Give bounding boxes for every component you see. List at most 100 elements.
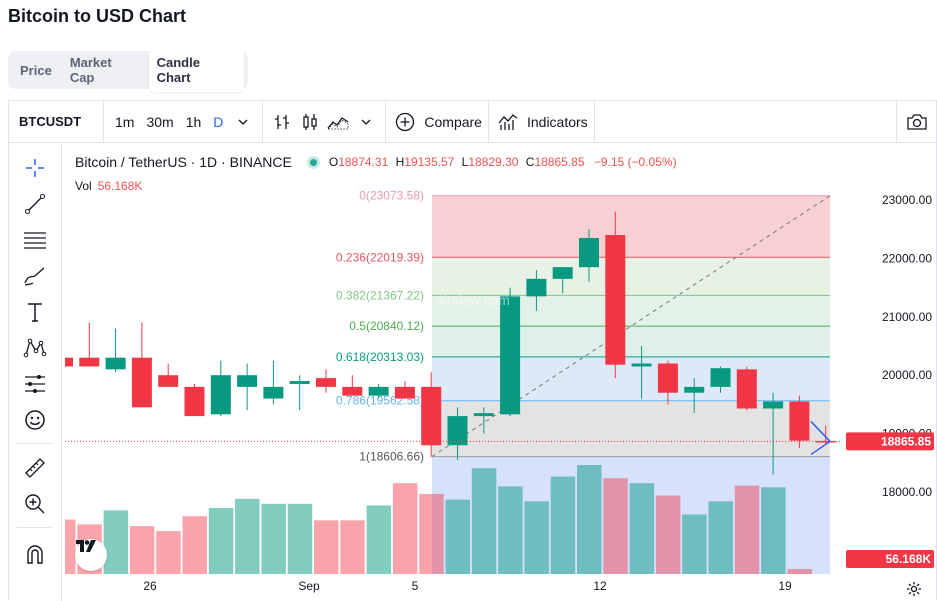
- volume-bar: [761, 487, 786, 574]
- interval-d[interactable]: D: [213, 113, 224, 130]
- magnet-icon[interactable]: [22, 541, 48, 567]
- candle-body: [657, 363, 678, 393]
- brush-icon[interactable]: [22, 263, 48, 289]
- candle-body: [79, 357, 100, 367]
- forecast-icon[interactable]: [22, 371, 48, 397]
- volume-legend: Vol 56.168K: [75, 179, 142, 193]
- pattern-icon[interactable]: [22, 335, 48, 361]
- interval-30m[interactable]: 30m: [146, 113, 174, 130]
- tradingview-widget: BTCUSDT 1m 30m 1h D: [8, 100, 937, 601]
- fib-zone: [432, 295, 830, 327]
- candles-icon[interactable]: [297, 109, 323, 135]
- legend-change: −9.15 (−0.05%): [593, 155, 677, 169]
- watermark: airalaw.com: [436, 292, 510, 308]
- fib-label: 0.5(20840.12): [349, 319, 424, 333]
- candle-body: [526, 278, 547, 297]
- indicators-label: Indicators: [526, 113, 588, 130]
- x-tick-label: 12: [593, 579, 607, 593]
- tool-divider: [17, 527, 53, 528]
- candle-body: [289, 381, 310, 384]
- compare-label: Compare: [424, 113, 482, 130]
- volume-bar: [471, 468, 497, 574]
- symbol-search[interactable]: BTCUSDT: [9, 100, 104, 143]
- fib-label: 0.236(22019.39): [336, 250, 424, 264]
- volume-bar: [366, 505, 392, 574]
- chart-type-tabs: Price Market Cap Candle Chart: [8, 48, 248, 92]
- candle-body: [500, 296, 521, 415]
- chart-legend: Bitcoin / TetherUS · 1D · BINANCE O18874…: [75, 154, 677, 170]
- volume-bar: [655, 495, 681, 574]
- fib-zone: [432, 400, 830, 457]
- tab-market-cap[interactable]: Market Cap: [69, 55, 112, 85]
- candle-body: [631, 363, 652, 367]
- zoom-in-icon[interactable]: [22, 491, 48, 517]
- volume-bar: [708, 501, 733, 574]
- volume-bar: [524, 501, 549, 574]
- candle-body: [763, 401, 784, 409]
- compare-button[interactable]: Compare: [386, 100, 489, 143]
- volume-bar: [603, 478, 628, 574]
- candle-body: [65, 357, 73, 367]
- ruler-icon[interactable]: [22, 455, 48, 481]
- text-icon[interactable]: [22, 299, 48, 325]
- legend-sep: ·: [186, 154, 200, 170]
- volume-bar: [577, 465, 602, 574]
- fib-icon[interactable]: [22, 227, 48, 253]
- settings-gear-icon[interactable]: [906, 581, 924, 599]
- emoji-icon[interactable]: [22, 407, 48, 433]
- last-price-badge: [846, 432, 934, 451]
- volume-bar: [129, 526, 155, 574]
- area-chart-icon[interactable]: [325, 109, 351, 135]
- last-volume-label: 56.168K: [886, 552, 932, 566]
- indicators-icon: [495, 109, 521, 135]
- chevron-down-icon[interactable]: [230, 109, 256, 135]
- volume-bar: [287, 503, 313, 574]
- fib-zone: [432, 195, 830, 258]
- indicators-button[interactable]: Indicators: [489, 100, 595, 143]
- interval-1m[interactable]: 1m: [115, 113, 135, 130]
- crosshair-icon[interactable]: [22, 155, 48, 181]
- candle-body: [789, 401, 810, 441]
- x-tick-label: 19: [778, 579, 792, 593]
- interval-group: 1m 30m 1h D: [104, 100, 264, 143]
- candle-body: [105, 357, 126, 370]
- volume-bar: [392, 483, 418, 574]
- volume-bar: [65, 519, 76, 574]
- candle-body: [237, 375, 258, 387]
- legend-exchange: BINANCE: [229, 154, 292, 170]
- volume-bar: [235, 498, 260, 574]
- legend-sep: ·: [217, 154, 230, 170]
- tab-candle-chart[interactable]: Candle Chart: [148, 48, 244, 92]
- legend-close: 18865.85: [534, 155, 585, 169]
- interval-1h[interactable]: 1h: [185, 113, 202, 130]
- chevron-down-icon[interactable]: [353, 109, 379, 135]
- volume-bar: [550, 476, 576, 574]
- fib-zone: [432, 326, 830, 357]
- legend-high: 19135.57: [404, 155, 455, 169]
- volume-bar: [419, 493, 444, 574]
- volume-bar: [445, 499, 470, 574]
- plus-circle-icon: [392, 109, 418, 135]
- tradingview-logo-icon[interactable]: [75, 539, 107, 571]
- x-tick-label: 26: [143, 579, 157, 593]
- last-volume-badge: [846, 550, 934, 568]
- chart-pane[interactable]: 0(23073.58) 0.236(22019.39) 0.382(21367.22…: [65, 144, 936, 601]
- camera-icon[interactable]: [896, 101, 936, 143]
- candlestick-chart[interactable]: 0(23073.58) 0.236(22019.39) 0.382(21367.22…: [65, 144, 936, 601]
- volume-bar: [208, 507, 234, 574]
- candle-body: [158, 375, 179, 387]
- candle-body: [552, 267, 573, 279]
- time-axis-bg: [65, 574, 841, 601]
- candle-body: [579, 237, 599, 268]
- fib-label: 1(18606.66): [359, 450, 424, 464]
- candle-body: [131, 357, 152, 408]
- trend-line-icon[interactable]: [22, 191, 48, 217]
- volume-bar: [261, 503, 286, 574]
- x-tick-label: 5: [412, 579, 419, 593]
- tab-price[interactable]: Price: [20, 62, 52, 78]
- fib-label: 0(23073.58): [359, 189, 424, 203]
- candle-body: [263, 386, 284, 399]
- legend-ohlc: O18874.31 H19135.57 L18829.30 C18865.85 …: [328, 155, 677, 169]
- legend-low: 18829.30: [468, 155, 519, 169]
- bar-chart-icon[interactable]: [269, 109, 295, 135]
